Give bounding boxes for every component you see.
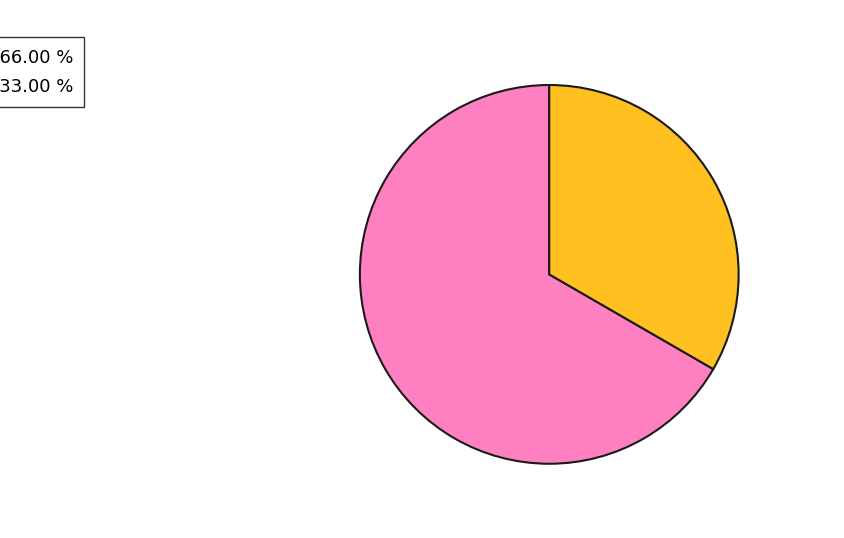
Wedge shape bbox=[549, 85, 738, 369]
Wedge shape bbox=[360, 85, 712, 464]
Legend: liver - 66.00 %, lung - 33.00 %: liver - 66.00 %, lung - 33.00 % bbox=[0, 37, 84, 107]
